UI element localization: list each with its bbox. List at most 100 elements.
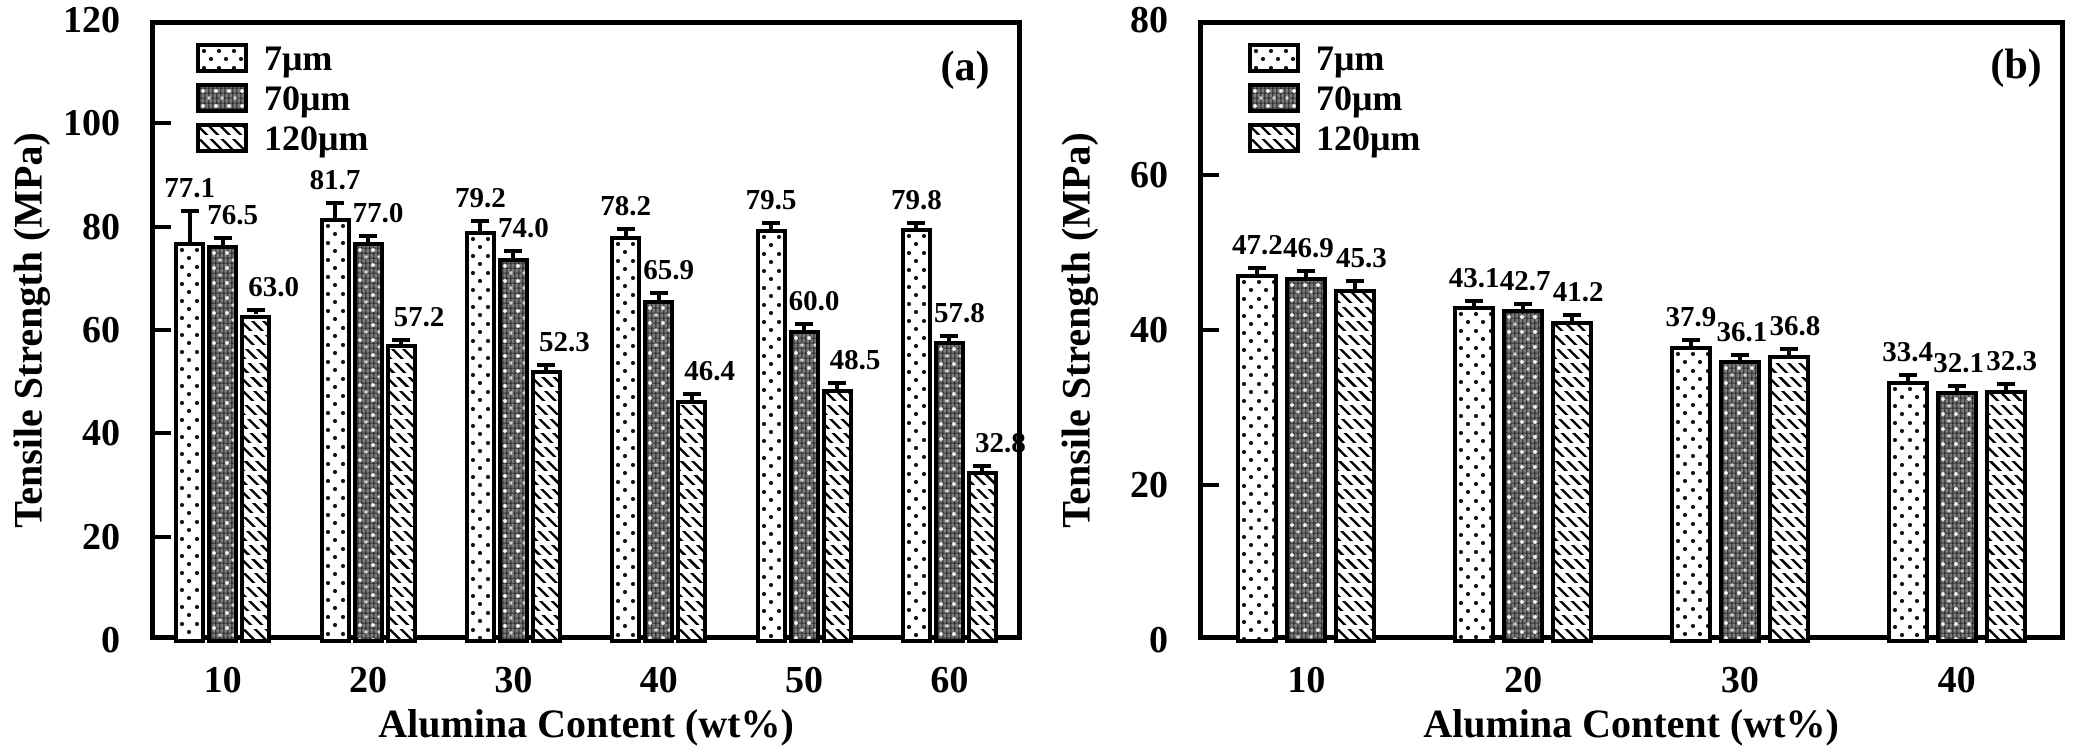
error-bar-cap-70um-60	[940, 333, 959, 338]
y-tick-label-100: 100	[63, 102, 120, 145]
error-bar-cap-120um-20	[392, 337, 410, 342]
error-bar-70um-10	[1304, 273, 1309, 277]
error-bar-7um-60	[914, 224, 919, 228]
bar-120um-10	[1334, 288, 1377, 643]
legend-label-7um: 7μm	[264, 38, 333, 78]
value-label-70um-20: 77.0	[352, 196, 404, 229]
error-bar-7um-30	[1688, 342, 1693, 347]
error-bar-70um-40	[656, 294, 661, 300]
error-bar-cap-120um-10	[246, 307, 265, 312]
y-tick-label-60: 60	[1130, 154, 1168, 196]
error-bar-cap-7um-20	[326, 201, 344, 206]
error-bar-7um-50	[769, 225, 773, 230]
x-tick-label-20: 20	[1504, 659, 1543, 701]
error-bar-cap-70um-50	[795, 321, 813, 326]
error-bar-cap-120um-20	[1563, 312, 1582, 317]
value-label-70um-40: 32.1	[1933, 347, 1984, 380]
legend-b: 7μm 70μm 120μm	[1248, 38, 1420, 158]
bar-70um-30	[497, 257, 529, 643]
bar-70um-40	[643, 299, 675, 643]
error-bar-120um-30	[1786, 350, 1791, 355]
legend-label-120um: 120μm	[1316, 118, 1421, 158]
bar-7um-30	[1669, 346, 1712, 643]
bar-120um-10	[240, 314, 272, 643]
bar-120um-30	[530, 369, 562, 643]
error-bar-cap-70um-40	[1947, 384, 1966, 389]
error-bar-cap-70um-20	[359, 233, 377, 238]
value-label-7um-30: 37.9	[1665, 301, 1717, 334]
legend-swatch-120um-icon	[196, 123, 248, 153]
error-bar-7um-40	[1905, 376, 1910, 382]
value-label-7um-40: 33.4	[1882, 335, 1933, 368]
error-bar-70um-30	[1737, 357, 1742, 361]
legend-item-7um: 7μm	[196, 38, 368, 78]
y-tick-label-40: 40	[1130, 309, 1168, 351]
error-bar-cap-7um-10	[180, 209, 199, 214]
value-label-70um-50: 60.0	[788, 284, 840, 317]
bar-70um-10	[1285, 276, 1328, 643]
value-label-7um-10: 47.2	[1232, 229, 1283, 262]
value-label-70um-20: 42.7	[1499, 264, 1551, 297]
value-label-70um-10: 76.5	[207, 199, 259, 232]
bar-120um-50	[821, 389, 853, 643]
bar-7um-20	[1453, 305, 1496, 643]
value-label-120um-20: 41.2	[1552, 275, 1604, 308]
error-bar-120um-60	[980, 467, 985, 471]
legend-item-70um: 70μm	[196, 78, 368, 118]
error-bar-70um-30	[511, 253, 516, 258]
bar-7um-30	[464, 230, 496, 643]
y-tick-80	[155, 224, 171, 229]
value-label-70um-30: 74.0	[497, 212, 549, 245]
y-tick-label-80: 80	[1130, 0, 1168, 41]
error-bar-7um-20	[1472, 302, 1477, 306]
error-bar-120um-10	[1353, 282, 1358, 289]
value-label-7um-10: 77.1	[164, 172, 216, 205]
error-bar-cap-70um-30	[504, 249, 523, 254]
x-tick-label-30: 30	[1720, 659, 1759, 701]
error-bar-cap-7um-50	[762, 221, 780, 226]
y-tick-60	[1203, 173, 1219, 177]
legend-swatch-7um-icon	[196, 43, 248, 73]
bar-70um-20	[352, 242, 384, 643]
x-tick-label-30: 30	[494, 659, 533, 701]
x-tick-label-40: 40	[1937, 659, 1976, 701]
y-tick-label-20: 20	[1130, 464, 1168, 506]
y-tick-20	[1203, 483, 1219, 487]
bar-70um-20	[1502, 309, 1545, 643]
legend-label-120um: 120μm	[264, 118, 369, 158]
bar-7um-40	[610, 235, 642, 643]
bar-120um-20	[1551, 320, 1594, 643]
error-bar-70um-50	[802, 325, 806, 330]
y-tick-60	[155, 328, 171, 332]
value-label-70um-30: 36.1	[1716, 316, 1768, 349]
y-tick-100	[155, 121, 171, 126]
error-bar-120um-20	[1570, 316, 1575, 321]
value-label-70um-40: 65.9	[643, 253, 695, 286]
value-label-120um-20: 57.2	[393, 300, 445, 333]
error-bar-120um-10	[253, 311, 258, 315]
y-tick-label-80: 80	[82, 205, 120, 248]
panel-tag-a: (a)	[940, 44, 990, 90]
bar-7um-10	[174, 241, 206, 643]
error-bar-cap-70um-40	[649, 290, 668, 295]
legend-item-120um: 120μm	[196, 118, 368, 158]
bar-70um-30	[1718, 360, 1761, 643]
error-bar-7um-10	[187, 213, 192, 242]
y-tick-40	[155, 431, 171, 436]
error-bar-70um-10	[220, 240, 225, 245]
value-label-120um-40: 46.4	[684, 354, 736, 387]
error-bar-cap-70um-10	[213, 236, 232, 241]
error-bar-cap-7um-40	[616, 226, 635, 231]
error-bar-cap-7um-60	[907, 220, 926, 225]
y-tick-20	[155, 534, 171, 539]
value-label-70um-60: 57.8	[933, 296, 985, 329]
legend-swatch-7um-icon	[1248, 43, 1300, 73]
error-bar-120um-40	[2003, 385, 2008, 390]
bar-120um-40	[1984, 389, 2027, 643]
error-bar-cap-120um-40	[682, 391, 701, 396]
bar-7um-40	[1886, 381, 1929, 643]
x-tick-label-60: 60	[930, 659, 969, 701]
bar-70um-10	[207, 244, 239, 643]
value-label-70um-10: 46.9	[1283, 232, 1334, 265]
